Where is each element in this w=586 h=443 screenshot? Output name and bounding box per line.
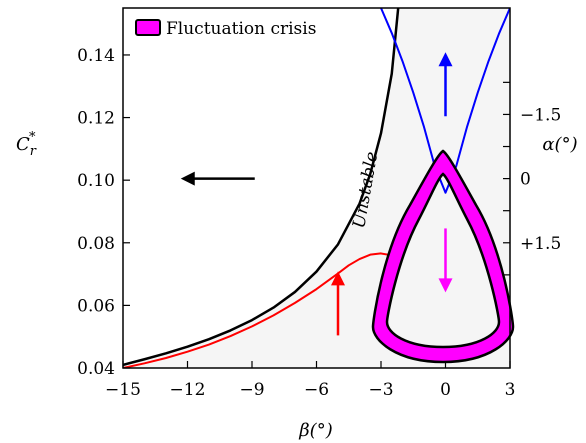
y-tick-label: 0.08 [77,234,115,254]
x-axis-title: β(°) [298,420,332,441]
series-layer [123,8,510,368]
y-tick-label: 0.04 [77,359,115,379]
arrow-head [438,278,453,293]
y2-tick-label: 0 [520,170,531,190]
arrow-down-2 [438,228,453,293]
legend-box [129,13,351,43]
y2-tick-label: +1.5 [520,234,561,254]
arrow-head [331,271,345,286]
x-tick-label: −15 [105,380,141,400]
blue-curve-line [380,8,510,194]
arrow-left-0 [180,171,255,186]
y-tick-label: 0.10 [77,171,115,191]
y-axis-right-title: α(°) [542,134,577,155]
unstable-region [123,8,510,368]
arrow-head [438,52,453,67]
x-tick-label: −3 [368,380,393,400]
x-tick-label: −12 [170,380,206,400]
x-tick-label: −9 [239,380,264,400]
fluctuation-band-fill [371,149,515,364]
arrow-up-3 [331,271,345,336]
y-axis-right: −1.5 0 +1.5 [503,81,561,276]
y-axis-left: 0.04 0.06 0.08 0.10 0.12 0.14 [77,46,130,379]
y-tick-label: 0.12 [77,109,115,129]
x-axis: −15 −12 −9 −6 −3 0 3 [105,361,515,400]
stability-boundary-line [123,8,400,367]
y-tick-label: 0.06 [77,296,115,316]
legend-swatch [135,19,161,36]
arrow-up-1 [438,52,453,117]
fluctuation-crisis-band [371,149,515,364]
red-curve-line [123,252,403,368]
y-axis-left-title: Cr* [16,130,37,159]
x-tick-label: 3 [505,380,516,400]
y2-tick-label: −1.5 [520,105,561,125]
y-tick-label: 0.14 [77,46,115,66]
x-tick-label: −6 [304,380,329,400]
legend-label: Fluctuation crisis [166,19,316,39]
legend: Fluctuation crisis [129,13,351,43]
unstable-region-fill [123,8,510,368]
x-tick-label: 0 [440,380,451,400]
arrow-layer [180,52,453,336]
arrow-head [180,171,195,186]
